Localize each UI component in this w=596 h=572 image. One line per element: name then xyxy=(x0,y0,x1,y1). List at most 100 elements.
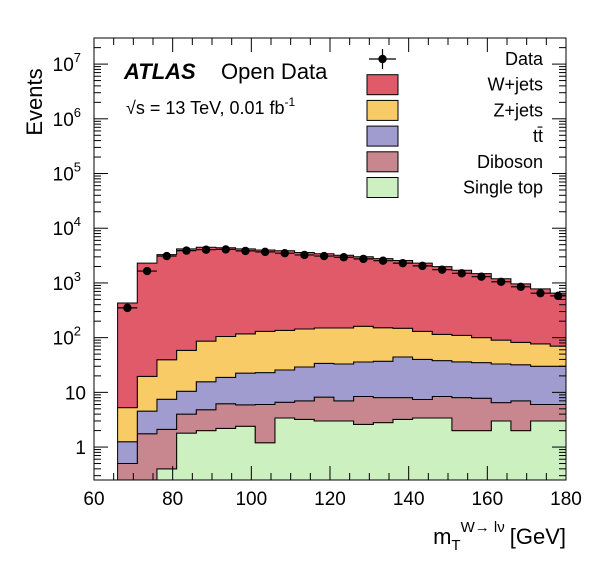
data-point xyxy=(176,246,197,255)
data-point xyxy=(432,265,452,274)
legend-label: W+jets xyxy=(487,75,543,95)
data-point-marker xyxy=(162,251,171,261)
data-point-marker xyxy=(182,246,191,255)
data-point-marker xyxy=(280,248,289,258)
data-point-marker xyxy=(496,277,506,286)
open-data-label: Open Data xyxy=(221,59,328,84)
data-point xyxy=(530,288,551,298)
x-tick-label: 80 xyxy=(162,489,183,510)
x-tick-label: 120 xyxy=(314,489,346,510)
y-tick-label-base: 10 xyxy=(53,110,74,131)
energy-lumi-text: √s = 13 TeV, 0.01 fb xyxy=(126,98,285,118)
energy-lumi-label: √s = 13 TeV, 0.01 fb-1 xyxy=(126,95,296,118)
data-point xyxy=(373,256,393,265)
data-point xyxy=(215,245,236,254)
data-point xyxy=(235,246,256,256)
lumi-exponent: -1 xyxy=(285,95,296,109)
stack-layer xyxy=(117,246,567,481)
y-axis-title: Events xyxy=(22,68,47,135)
y-tick-label: 103 xyxy=(53,269,81,295)
data-point xyxy=(196,245,216,254)
data-point xyxy=(137,266,157,276)
y-tick-label-base: 10 xyxy=(53,274,74,295)
data-point-marker xyxy=(319,251,329,261)
legend-label: Single top xyxy=(463,178,543,198)
y-tick-label-base: 10 xyxy=(53,165,74,186)
legend-entry: Data xyxy=(369,49,544,69)
y-tick-label-base: 10 xyxy=(53,219,74,240)
legend-entry: Z+jets xyxy=(366,99,543,121)
x-axis-title-main: m xyxy=(433,524,451,549)
data-point-marker xyxy=(359,254,368,264)
legend-swatch xyxy=(366,125,399,147)
y-tick-label: 104 xyxy=(53,214,81,240)
y-tick-label: 1 xyxy=(75,438,86,459)
legend-entry: tt xyxy=(366,125,543,147)
data-point xyxy=(412,261,433,271)
y-tick-label-exponent: 5 xyxy=(74,160,81,175)
data-point-marker xyxy=(398,258,407,268)
data-point-marker xyxy=(516,282,525,291)
data-point xyxy=(471,272,492,281)
data-point-marker xyxy=(457,269,466,278)
x-tick-label: 100 xyxy=(235,489,267,510)
x-axis-title: mTW→ lν [GeV] xyxy=(433,519,566,554)
data-point xyxy=(451,269,472,278)
data-point xyxy=(255,247,275,257)
data-point xyxy=(353,254,374,264)
data-point xyxy=(294,250,315,260)
data-point-marker xyxy=(339,253,348,262)
x-axis-title-unit: [GeV] xyxy=(510,524,566,549)
data-point-marker xyxy=(477,272,486,281)
y-tick-label-exponent: 3 xyxy=(74,269,81,284)
data-point-marker xyxy=(553,291,563,301)
data-point-marker xyxy=(142,266,152,276)
legend-label: Data xyxy=(505,49,544,69)
data-point xyxy=(333,253,354,262)
legend: Data W+jets Z+jets tt Diboson Single top xyxy=(366,49,544,198)
data-point xyxy=(314,251,334,261)
y-tick-label: 106 xyxy=(53,105,81,131)
y-tick-label-exponent: 4 xyxy=(74,214,81,229)
legend-label: Z+jets xyxy=(493,100,543,120)
data-layer xyxy=(117,245,566,313)
legend-entry: Single top xyxy=(366,177,543,198)
data-point-marker xyxy=(418,261,427,271)
legend-swatch xyxy=(366,99,399,121)
y-tick-label: 107 xyxy=(53,50,81,76)
data-point xyxy=(491,277,511,286)
data-point-marker xyxy=(536,288,545,298)
y-tick-label-base: 10 xyxy=(53,55,74,76)
data-point-marker xyxy=(260,247,270,257)
legend-label: tt xyxy=(533,126,543,146)
data-point-marker xyxy=(378,256,388,265)
x-axis-title-sup: W→ lν xyxy=(461,519,505,536)
data-point xyxy=(274,248,295,258)
y-tick-label: 10 xyxy=(65,383,86,404)
x-tick-label: 140 xyxy=(393,489,425,510)
y-tick-label-base: 10 xyxy=(65,383,86,404)
x-tick-label: 60 xyxy=(83,489,104,510)
legend-swatch xyxy=(366,151,399,173)
data-point xyxy=(117,303,138,313)
data-point-marker xyxy=(123,303,132,313)
legend-label: Diboson xyxy=(477,152,543,172)
legend-entry: W+jets xyxy=(366,74,543,96)
x-tick-label: 160 xyxy=(471,489,503,510)
data-point xyxy=(156,251,177,261)
data-point-marker xyxy=(241,246,250,256)
y-tick-label-base: 1 xyxy=(75,438,86,459)
y-tick-label-exponent: 6 xyxy=(74,105,81,120)
data-point xyxy=(392,258,413,268)
data-point-marker xyxy=(300,250,309,260)
atlas-label: ATLAS xyxy=(123,59,196,84)
legend-swatch xyxy=(366,177,399,198)
data-point-marker xyxy=(437,265,447,274)
legend-swatch xyxy=(366,74,399,96)
annotation-layer: ATLAS Open Data √s = 13 TeV, 0.01 fb-1 xyxy=(123,59,328,118)
axis-titles: Events mTW→ lν [GeV] xyxy=(22,68,566,554)
x-axis-title-sub: T xyxy=(451,537,460,554)
y-tick-label-exponent: 2 xyxy=(74,324,81,339)
